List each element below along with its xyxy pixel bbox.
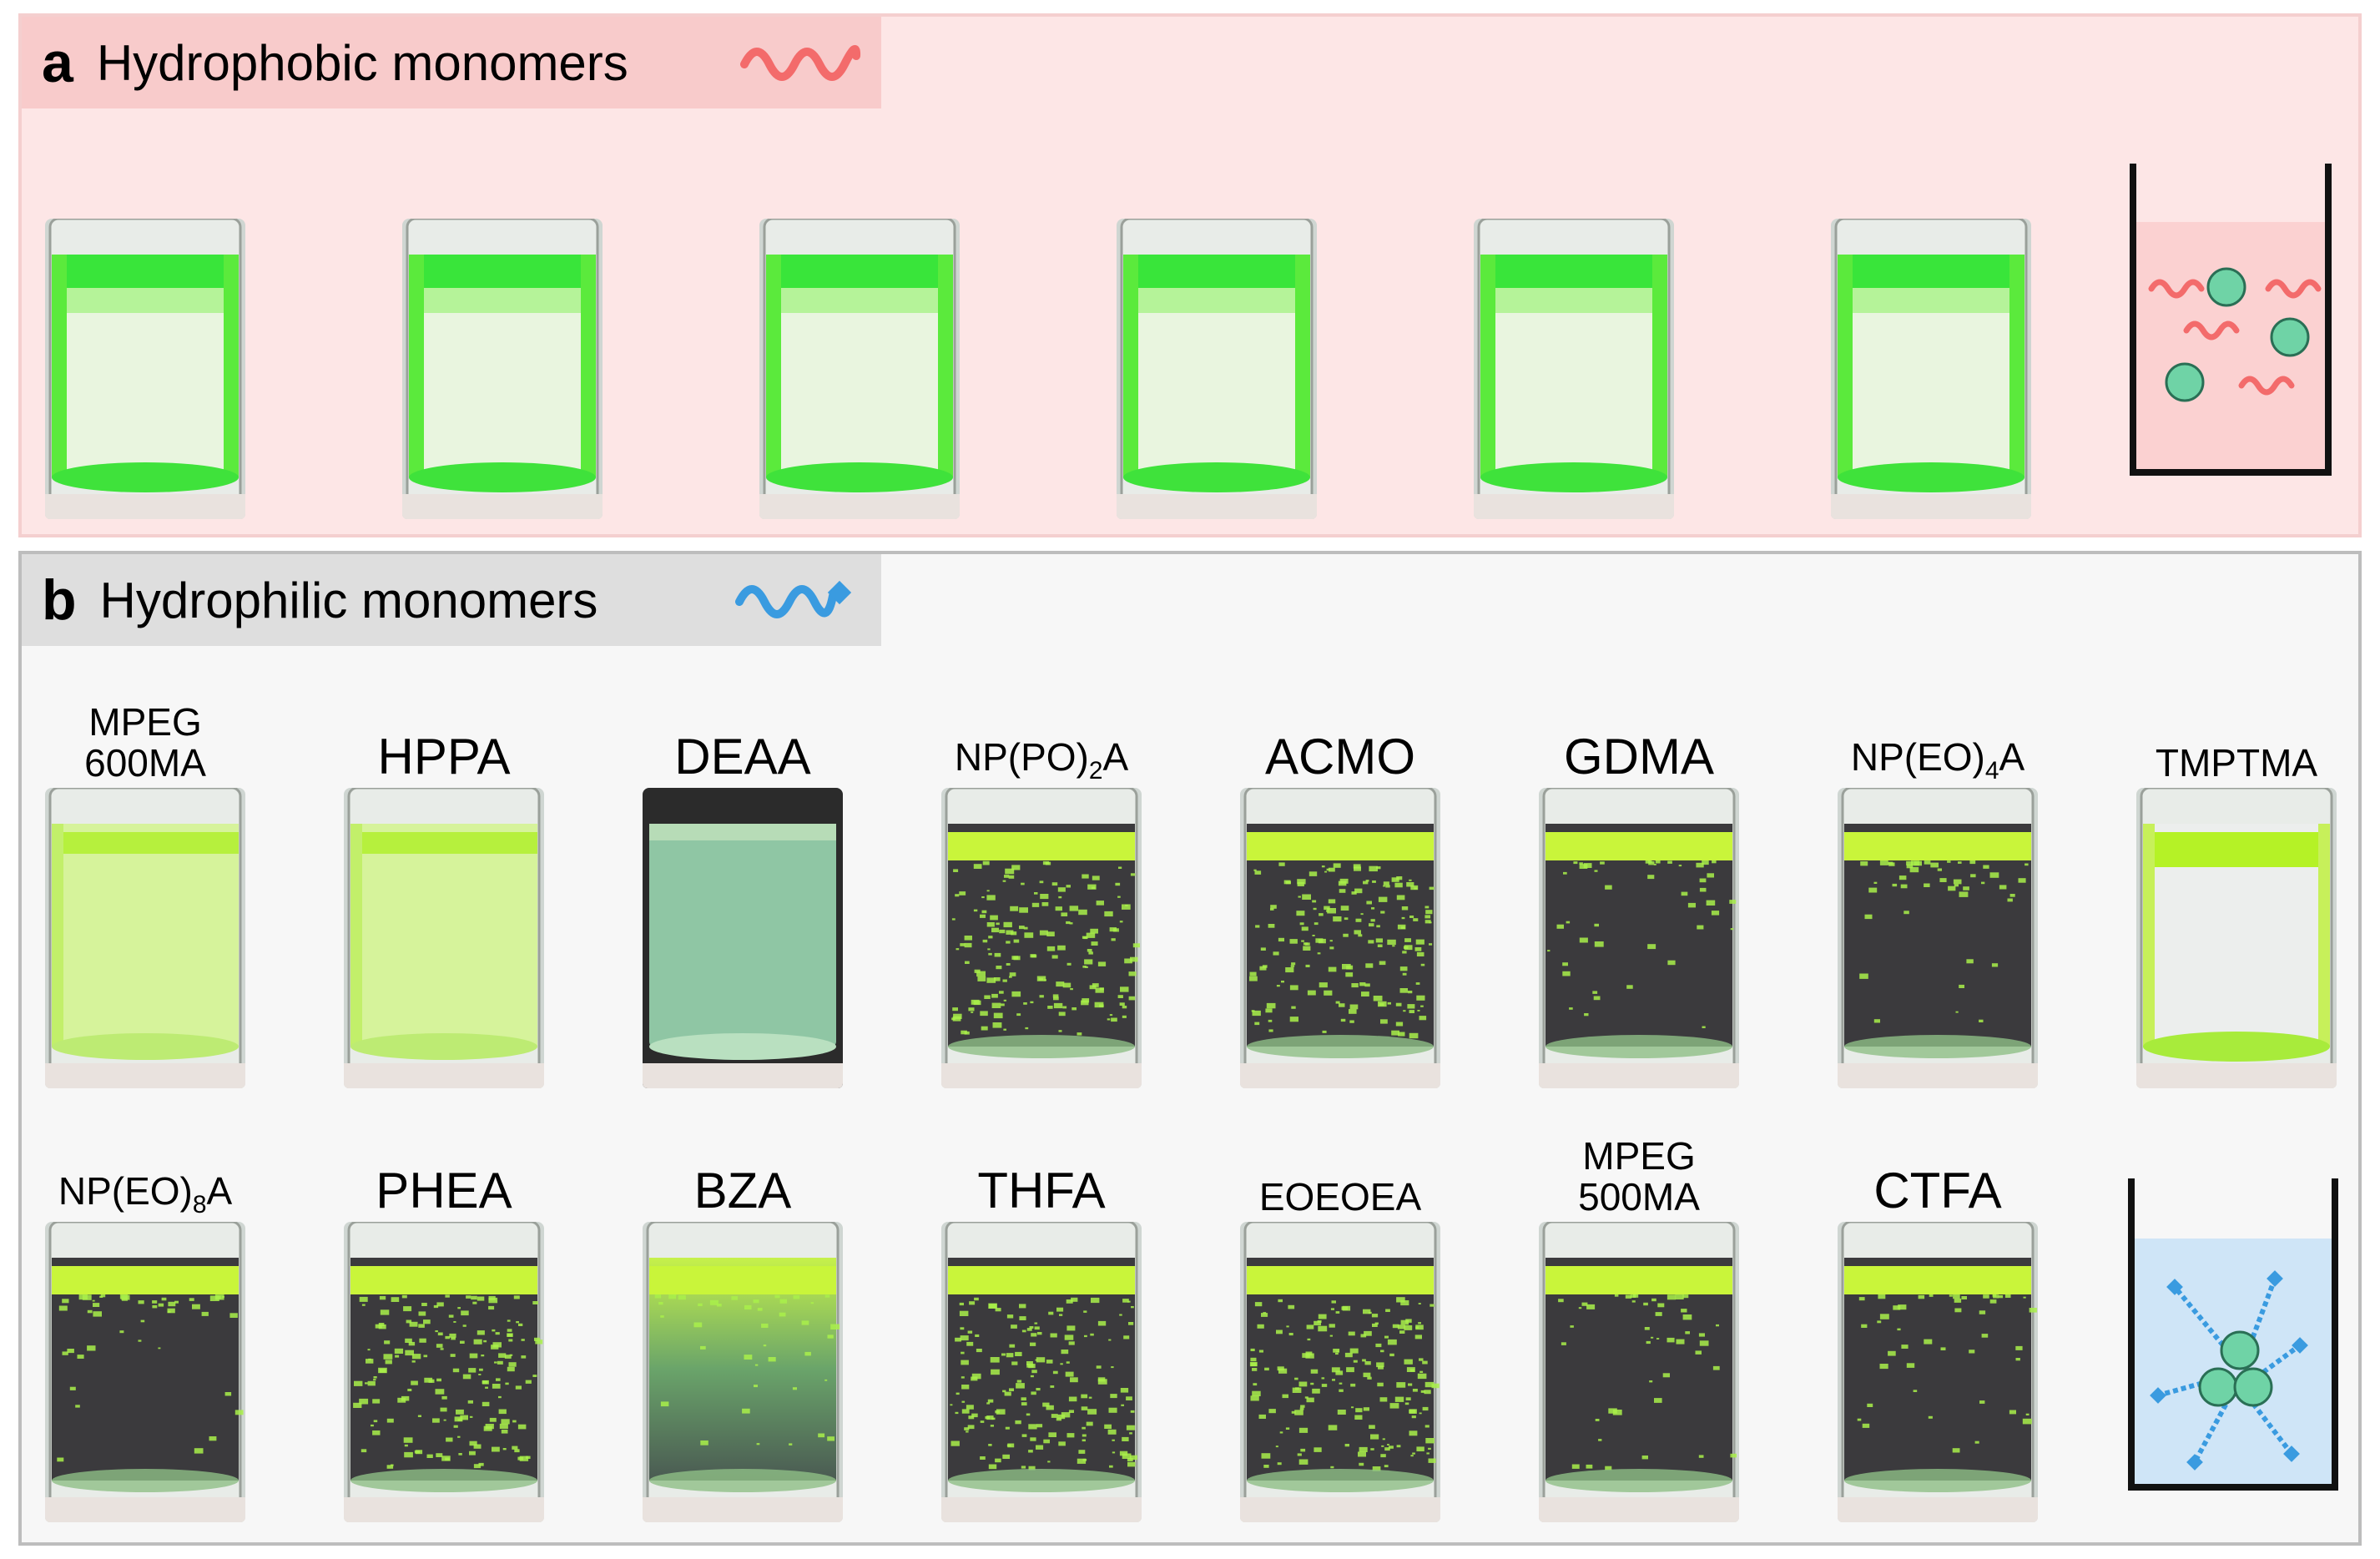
- vial-npeo4a: NP(EO)4A: [1838, 735, 2038, 1088]
- vial-npeo8a: NP(EO)8A: [45, 1169, 245, 1522]
- vial-nppo2a: NP(PO)2A: [941, 735, 1142, 1088]
- vial-thfa: THFA: [941, 1163, 1142, 1522]
- vial-gdma: GDMA: [1539, 729, 1739, 1088]
- vial-photo: [643, 1222, 843, 1522]
- vial-ctfa: CTFA: [1838, 1163, 2038, 1522]
- vial-photo: [1240, 1222, 1440, 1522]
- sample-label: MPEG 500MA: [1578, 1133, 1700, 1219]
- vial-ioa: [1117, 219, 1317, 519]
- panel-a-title: Hydrophobic monomers: [96, 34, 628, 91]
- sample-label: THFA: [977, 1163, 1106, 1219]
- vial-mpeg500ma: MPEG 500MA: [1539, 1135, 1739, 1522]
- vial-photo: [1838, 788, 2038, 1088]
- sample-label: EOEOEA: [1258, 1175, 1422, 1219]
- panel-letter-a: a: [42, 31, 73, 94]
- sample-label: NP(EO)4A: [1850, 734, 2025, 785]
- vial-tmptma: TMPTMA: [2136, 743, 2337, 1088]
- sample-label: GDMA: [1564, 729, 1714, 785]
- vial-idma: [1831, 219, 2031, 519]
- vial-acmo: ACMO: [1240, 729, 1440, 1088]
- sample-label: PHEA: [376, 1163, 512, 1219]
- sample-label: CTFA: [1873, 1163, 2002, 1219]
- hydrophilic-beaker-icon: [2128, 1178, 2338, 1491]
- vial-la: [759, 219, 960, 519]
- vial-photo: [344, 1222, 544, 1522]
- vial-photo: [45, 1222, 245, 1522]
- vial-photo: [1838, 1222, 2038, 1522]
- sample-label: BZA: [693, 1163, 792, 1219]
- vial-hppa: HPPA: [344, 729, 544, 1088]
- vial-lma: [45, 219, 245, 519]
- vial-iboa: [402, 219, 603, 519]
- sample-label: ACMO: [1265, 729, 1415, 785]
- sample-label: NP(EO)8A: [58, 1168, 233, 1218]
- panel-b-title: Hydrophilic monomers: [99, 572, 598, 628]
- vial-photo: [941, 788, 1142, 1088]
- sample-label: NP(PO)2A: [954, 734, 1129, 785]
- vial-dcpma: [1474, 219, 1674, 519]
- panel-letter-b: b: [42, 568, 77, 632]
- vial-photo: [1474, 219, 1674, 519]
- sample-label: DEAA: [674, 729, 811, 785]
- vial-photo: [45, 788, 245, 1088]
- vial-photo: [344, 788, 544, 1088]
- vial-phea: PHEA: [344, 1163, 544, 1522]
- vial-photo: [402, 219, 603, 519]
- sample-label: MPEG 600MA: [84, 699, 206, 785]
- vial-photo: [759, 219, 960, 519]
- vial-photo: [45, 219, 245, 519]
- panel-hydrophilic: b Hydrophilic monomers MPEG 600MA HPPA DEAA…: [18, 551, 2362, 1546]
- vial-photo: [1831, 219, 2031, 519]
- vial-photo: [1117, 219, 1317, 519]
- panel-a-header: a Hydrophobic monomers: [22, 17, 881, 108]
- vial-photo: [2136, 788, 2337, 1088]
- sample-label: HPPA: [377, 729, 511, 785]
- vial-photo: [1539, 788, 1739, 1088]
- hydrophobic-beaker-icon: [2130, 164, 2332, 476]
- sample-label: TMPTMA: [2155, 741, 2318, 785]
- vial-deaa: DEAA: [643, 729, 843, 1088]
- vial-photo: [1539, 1222, 1739, 1522]
- hydrophobic-wave-icon: [740, 45, 861, 81]
- vial-bza: BZA: [643, 1163, 843, 1522]
- vial-mpeg600ma: MPEG 600MA: [45, 701, 245, 1088]
- vial-photo: [1240, 788, 1440, 1088]
- hydrophilic-wave-icon: [735, 580, 852, 618]
- vial-eoeoea: EOEOEA: [1240, 1177, 1440, 1522]
- vial-photo: [941, 1222, 1142, 1522]
- panel-hydrophobic: a Hydrophobic monomers: [18, 13, 2362, 537]
- vial-photo: [643, 788, 843, 1088]
